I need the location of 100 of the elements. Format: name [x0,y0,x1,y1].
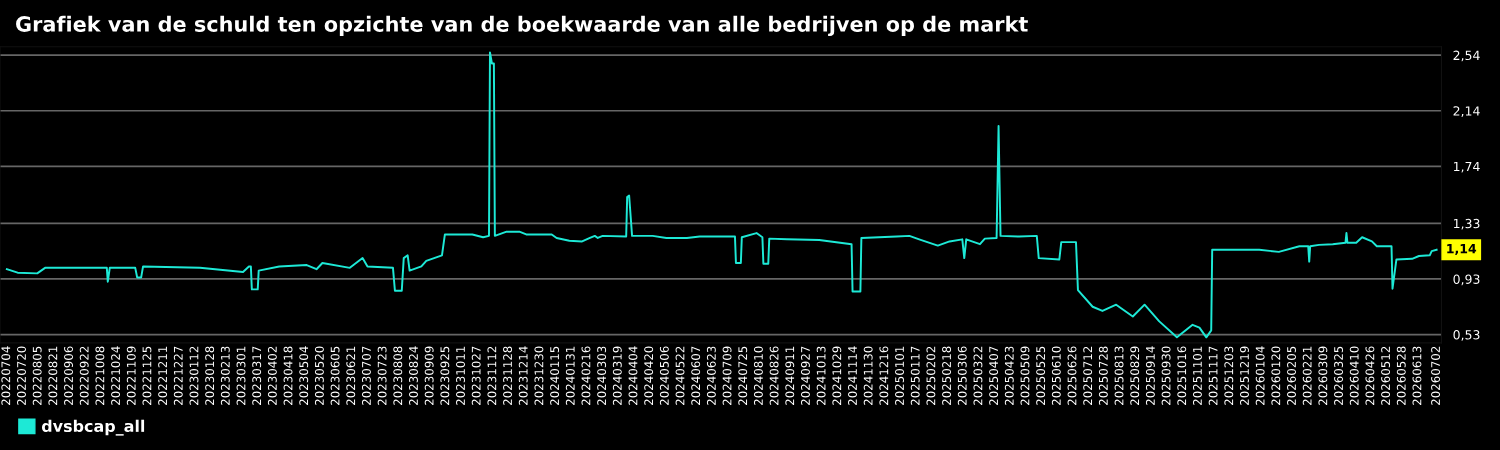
x-tick-label: 20220704 [1,346,11,405]
x-tick-label: 20220906 [64,346,73,405]
x-tick-label: 20260325 [1334,346,1344,405]
x-tick-label: 20250728 [1098,346,1108,405]
x-tick-label: 20250218 [942,346,952,405]
x-tick-label: 20241114 [848,346,857,405]
x-tick-label: 20221125 [142,346,152,405]
x-tick-label: 20250101 [895,346,904,405]
y-tick-label: 2,14 [1453,106,1480,117]
x-tick-label: 20230520 [314,346,324,405]
x-tick-label: 20260528 [1396,346,1406,405]
x-tick-label: 20250930 [1161,346,1171,405]
x-tick-label: 20220922 [79,346,89,405]
x-tick-label: 20241013 [816,346,826,405]
x-tick-label: 20251219 [1240,346,1249,405]
x-tick-label: 20250829 [1130,346,1140,405]
x-tick-label: 20260120 [1271,346,1281,405]
x-tick-label: 20250423 [1004,346,1014,405]
y-tick-label: 0,93 [1453,274,1480,286]
x-tick-label: 20240623 [706,346,716,405]
x-tick-label: 20250322 [973,346,983,405]
y-tick-label: 1,33 [1453,218,1480,230]
x-tick-label: 20230213 [220,346,230,405]
x-tick-label: 20221024 [111,346,121,405]
x-tick-label: 20230723 [377,346,387,405]
x-tick-label: 20240927 [800,346,810,405]
x-tick-label: 20230707 [361,346,371,405]
x-tick-label: 20241130 [863,346,873,405]
x-tick-label: 20240404 [628,346,638,405]
x-tick-label: 20231230 [534,346,544,405]
x-tick-label: 20230824 [409,346,418,405]
x-tick-label: 20231027 [471,346,481,405]
x-tick-label: 20240506 [659,346,669,405]
x-tick-label: 20240709 [722,346,732,405]
x-tick-label: 20250813 [1114,346,1124,405]
x-tick-label: 20230504 [299,346,309,405]
line-series [5,51,1438,339]
x-tick-label: 20231214 [518,346,528,405]
x-tick-label: 20240826 [769,346,779,405]
x-tick-label: 20260426 [1365,346,1375,405]
x-tick-label: 20240810 [753,346,763,405]
x-tick-label: 20230925 [440,346,450,405]
x-tick-label: 20260613 [1412,346,1422,405]
x-tick-label: 20240607 [691,346,701,405]
y-tick-label: 2,54 [1453,50,1480,62]
x-tick-label: 20230317 [252,346,262,405]
x-tick-label: 20230909 [424,346,434,405]
x-tick-label: 20260205 [1287,346,1296,405]
x-tick-label: 20221227 [173,346,183,405]
x-tick-label: 20231011 [456,346,465,405]
chart-title: Grafiek van de schuld ten opzichte van de boekwaarde van alle bedrijven op de markt [16,15,1028,37]
x-tick-label: 20251203 [1224,346,1234,405]
y-tick-label: 1,74 [1453,161,1480,173]
x-tick-label: 20220805 [32,346,42,405]
x-tick-label: 20251016 [1177,346,1187,405]
x-tick-label: 20240420 [644,346,654,405]
x-tick-label: 20250712 [1083,346,1093,405]
legend-label: dvsbcap_all [41,419,145,436]
x-tick-label: 20220821 [48,346,58,405]
x-tick-label: 20240115 [550,346,560,405]
x-tick-label: 20231112 [487,346,497,405]
x-tick-label: 20250202 [926,346,936,405]
x-tick-label: 20230808 [393,346,403,405]
x-tick-label: 20230112 [189,346,199,405]
x-tick-label: 20250306 [957,346,967,405]
x-tick-label: 20230301 [236,346,246,405]
x-tick-label: 20260512 [1381,346,1391,405]
x-tick-label: 20241029 [832,346,842,405]
x-tick-label: 20250914 [1145,346,1155,405]
x-tick-label: 20250117 [910,346,920,405]
x-tick-label: 20240216 [581,346,591,405]
x-tick-label: 20221211 [158,346,168,405]
x-tick-label: 20250525 [1036,346,1046,405]
x-tick-label: 20260410 [1349,346,1359,405]
x-tick-label: 20240725 [738,346,748,405]
x-tick-label: 20230402 [267,346,277,405]
x-tick-label: 20260104 [1255,346,1265,405]
x-tick-label: 20240319 [612,346,622,405]
x-tick-label: 20231128 [503,346,513,405]
x-tick-label: 20230418 [283,346,293,405]
x-tick-label: 20240131 [565,346,575,405]
x-tick-label: 20240522 [675,346,685,405]
x-tick-label: 20250407 [989,346,999,405]
x-tick-label: 20260221 [1302,346,1312,405]
x-tick-label: 20230605 [330,346,340,405]
x-tick-label: 20221109 [126,346,136,405]
x-tick-label: 20221008 [95,346,105,405]
x-tick-label: 20251117 [1208,346,1218,405]
x-tick-label: 20220720 [17,346,26,405]
y-tick-label: 0,53 [1453,330,1480,341]
x-tick-label: 20250626 [1067,346,1077,405]
x-tick-label: 20260702 [1431,346,1441,405]
x-tick-label: 20241216 [879,346,889,405]
x-tick-label: 20250509 [1020,346,1030,405]
x-tick-label: 20250610 [1051,346,1061,405]
annotation: 1,14 [1447,244,1477,255]
x-tick-label: 20260309 [1318,346,1328,405]
x-tick-label: 20230621 [346,346,356,405]
x-tick-label: 20240911 [785,346,795,405]
x-tick-label: 20251101 [1192,346,1202,405]
